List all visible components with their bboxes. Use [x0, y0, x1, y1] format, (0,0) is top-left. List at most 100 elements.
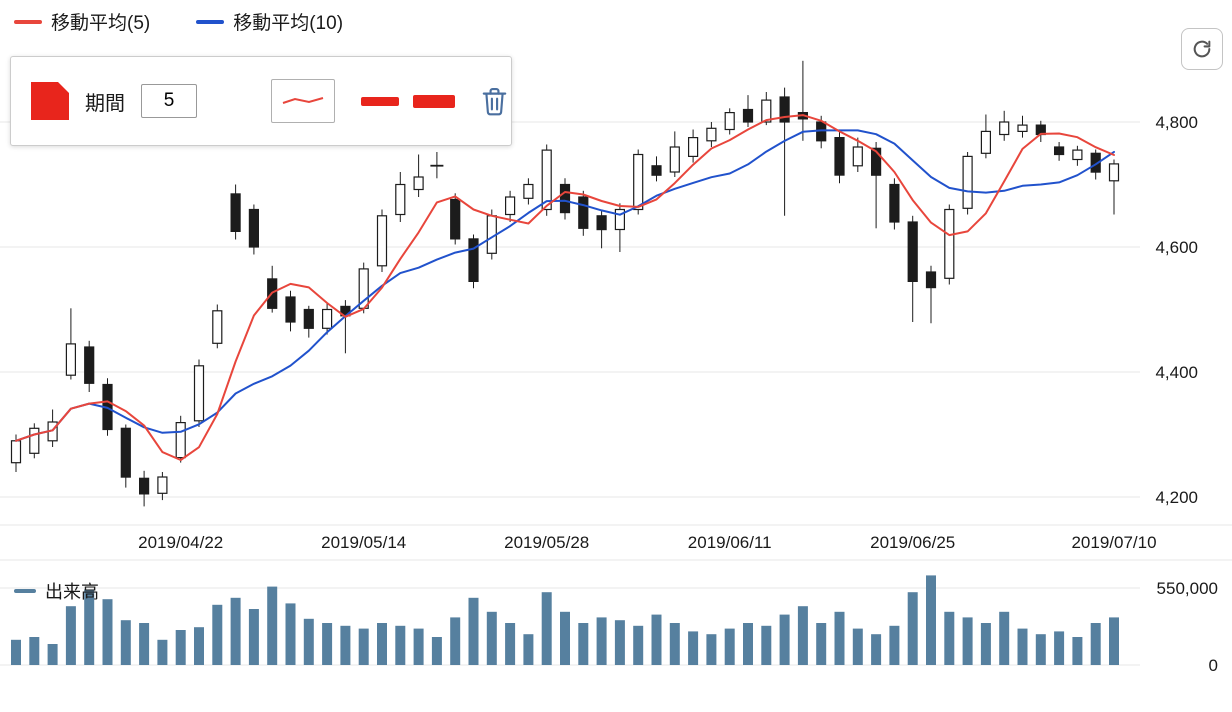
volume-bar [139, 623, 150, 665]
volume-bar [11, 639, 21, 665]
volume-bar [322, 623, 333, 665]
volume-bar [1090, 623, 1101, 665]
delete-indicator-button[interactable] [481, 86, 508, 117]
volume-bar [486, 611, 497, 665]
volume-bar [1035, 634, 1046, 665]
volume-tick-label: 0 [1209, 656, 1218, 675]
candle-body [212, 310, 223, 344]
candle-body [999, 121, 1010, 136]
volume-bar [377, 623, 387, 665]
ma-legend: 移動平均(5) 移動平均(10) [14, 8, 343, 35]
candle-body [413, 176, 424, 191]
volume-bar [413, 628, 424, 665]
volume-bar [248, 609, 259, 665]
candle-body [980, 130, 992, 154]
volume-bar [395, 625, 406, 665]
date-tick-label: 2019/05/14 [321, 533, 406, 552]
volume-bar [944, 611, 955, 665]
candle-body [175, 422, 186, 459]
candle-body [1108, 163, 1120, 182]
thin-line-sample [282, 97, 324, 104]
candle-body [962, 155, 973, 209]
price-tick-label: 4,800 [1155, 113, 1198, 132]
indicator-icon [31, 82, 69, 120]
volume-bar [358, 628, 369, 665]
volume-bar [303, 618, 314, 665]
volume-bar [212, 604, 223, 665]
volume-bar [743, 623, 753, 665]
candle-body [669, 146, 680, 173]
candle-body [468, 238, 479, 282]
candle-body [834, 137, 845, 176]
ma10-legend-item[interactable]: 移動平均(10) [196, 8, 343, 35]
volume-bar [285, 603, 296, 665]
refresh-button[interactable] [1181, 28, 1223, 70]
volume-bar [596, 617, 607, 665]
candle-body [706, 127, 717, 142]
period-input[interactable] [141, 84, 197, 118]
date-tick-label: 2019/05/28 [504, 533, 589, 552]
candle-body [761, 99, 772, 123]
candle-body [852, 146, 863, 167]
volume-legend: 出来高 [14, 578, 99, 604]
volume-bar [889, 625, 900, 665]
candle-body [376, 215, 388, 267]
candle-body [651, 165, 662, 176]
volume-bar [962, 617, 973, 665]
price-tick-label: 4,600 [1155, 238, 1198, 257]
volume-bar [651, 614, 662, 665]
volume-bar [175, 630, 186, 665]
date-tick-label: 2019/04/22 [138, 533, 223, 552]
candles [10, 60, 1120, 507]
period-label: 期間 [85, 92, 125, 115]
candle-body [10, 440, 22, 464]
candle-body [907, 221, 918, 283]
candle-body [559, 183, 571, 214]
candle-body [84, 346, 95, 384]
volume-bar [505, 623, 516, 665]
volume-bar [669, 623, 680, 665]
trash-icon [481, 86, 508, 117]
candle-body [65, 343, 77, 376]
volume-bar [29, 637, 40, 665]
volume-tick-label: 550,000 [1157, 579, 1218, 598]
ma5-legend-item[interactable]: 移動平均(5) [14, 8, 150, 35]
candle-body [578, 196, 589, 229]
line-style-thin-option[interactable] [271, 79, 335, 123]
candle-body [430, 164, 444, 167]
volume-bar [468, 597, 479, 665]
candle-body [724, 111, 735, 131]
volume-bar [340, 625, 351, 665]
volume-bar [1109, 617, 1119, 665]
volume-bar [194, 627, 204, 665]
ma5-line [15, 114, 1115, 461]
line-style-medium-option[interactable] [361, 96, 399, 106]
candle-body [889, 183, 900, 223]
volume-swatch [14, 589, 36, 593]
volume-bar [797, 606, 808, 665]
volume-bar [706, 634, 717, 665]
candle-body [779, 96, 790, 123]
volume-bar [1017, 628, 1028, 665]
volume-bar [560, 611, 570, 665]
volume-bar [102, 599, 113, 665]
candle-body [1053, 146, 1065, 156]
candle-body [523, 183, 534, 199]
volume-legend-label: 出来高 [45, 582, 99, 602]
volume-bar [1054, 631, 1065, 665]
volume-bar [761, 625, 772, 665]
volume-bar [816, 623, 827, 665]
volume-bar [230, 597, 241, 665]
candle-body [742, 108, 754, 123]
volume-bar [907, 592, 918, 665]
ma5-line-swatch [14, 19, 42, 24]
volume-bar [47, 644, 58, 665]
candle-body [248, 208, 259, 248]
candle-body [505, 196, 516, 216]
volume-bars [11, 575, 1119, 665]
candle-body [925, 271, 937, 289]
line-style-thick-option[interactable] [413, 94, 455, 108]
volume-bar [926, 575, 936, 665]
volume-bar [431, 637, 442, 665]
